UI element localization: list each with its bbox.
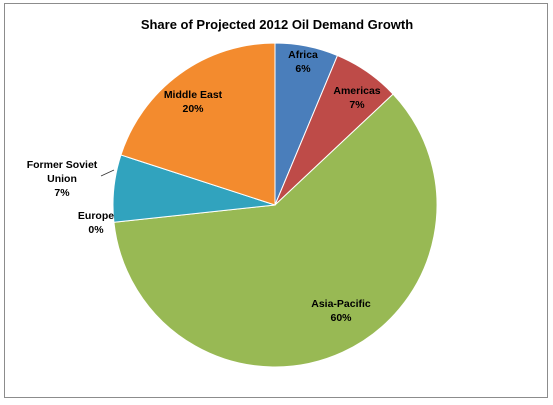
data-label-asia-pacific: Asia-Pacific 60% [311,298,371,324]
data-label-former-soviet-union: Former Soviet Union 7% [27,159,98,199]
pie-slice-asia-pacific [113,93,438,368]
data-label-africa: Africa 6% [288,49,318,75]
data-label-middle-east: Middle East 20% [164,89,223,115]
leader-line-former-soviet-union [100,169,115,177]
data-label-europe: Europe 0% [78,210,114,236]
pie-slice-middle-east [120,42,276,206]
data-label-americas: Americas 7% [333,85,380,111]
chart-title: Share of Projected 2012 Oil Demand Growt… [140,17,414,32]
